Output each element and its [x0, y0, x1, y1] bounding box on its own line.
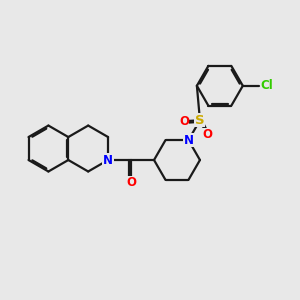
Text: O: O — [202, 128, 212, 141]
Text: Cl: Cl — [260, 79, 273, 92]
Text: N: N — [184, 134, 194, 147]
Text: S: S — [195, 114, 205, 127]
Text: O: O — [126, 176, 136, 190]
Text: O: O — [179, 115, 189, 128]
Text: N: N — [103, 154, 113, 166]
